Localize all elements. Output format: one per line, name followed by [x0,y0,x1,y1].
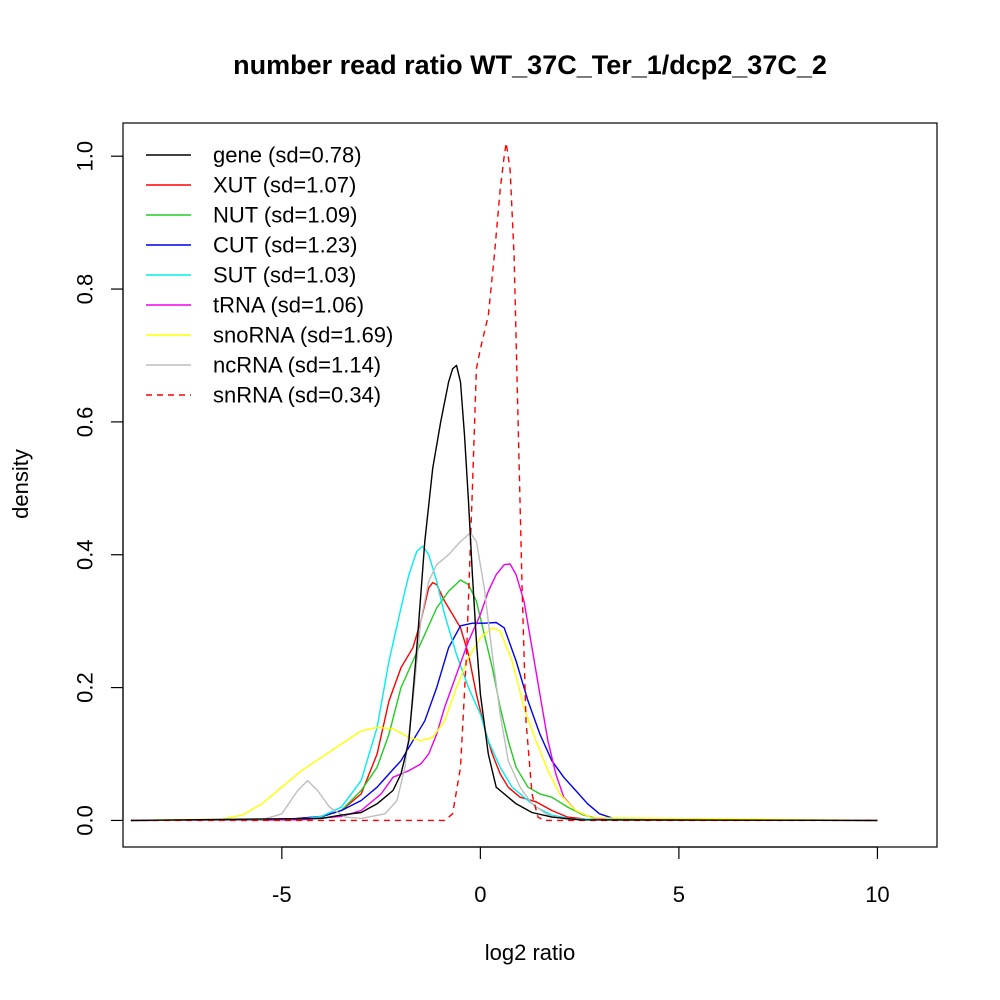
y-axis-label: density [8,449,33,519]
x-tick-label: -5 [272,882,292,907]
series-line-7 [130,532,878,822]
x-tick-label: 10 [865,882,889,907]
legend-label: CUT (sd=1.23) [213,233,357,258]
x-tick-label: 0 [474,882,486,907]
legend-label: ncRNA (sd=1.14) [213,353,381,378]
y-tick-label: 0.0 [73,805,98,836]
series-line-0 [130,364,878,822]
legend-label: gene (sd=0.78) [213,143,362,168]
legend-label: snoRNA (sd=1.69) [213,323,393,348]
series-line-4 [130,545,878,822]
chart-title: number read ratio WT_37C_Ter_1/dcp2_37C_… [233,50,827,80]
series-line-6 [130,627,878,822]
y-tick-label: 1.0 [73,141,98,172]
series-line-2 [130,579,878,822]
series-line-5 [130,563,878,822]
series-lines [130,142,878,822]
series-line-1 [130,581,878,822]
legend-label: SUT (sd=1.03) [213,263,356,288]
legend-label: snRNA (sd=0.34) [213,383,381,408]
legend: gene (sd=0.78) XUT (sd=1.07) NUT (sd=1.09)… [146,143,393,408]
y-tick-label: 0.2 [73,672,98,703]
y-tick-label: 0.8 [73,274,98,305]
series-line-3 [130,621,878,822]
series-line-8 [130,142,878,822]
y-tick-label: 0.6 [73,407,98,438]
x-axis-label: log2 ratio [485,940,576,965]
legend-label: tRNA (sd=1.06) [213,293,364,318]
y-axis: 0.0 0.2 0.4 0.6 0.8 1.0 [73,141,124,836]
y-tick-label: 0.4 [73,539,98,570]
x-axis: -5 0 5 10 [272,846,890,907]
legend-label: XUT (sd=1.07) [213,173,356,198]
x-tick-label: 5 [673,882,685,907]
legend-label: NUT (sd=1.09) [213,203,357,228]
